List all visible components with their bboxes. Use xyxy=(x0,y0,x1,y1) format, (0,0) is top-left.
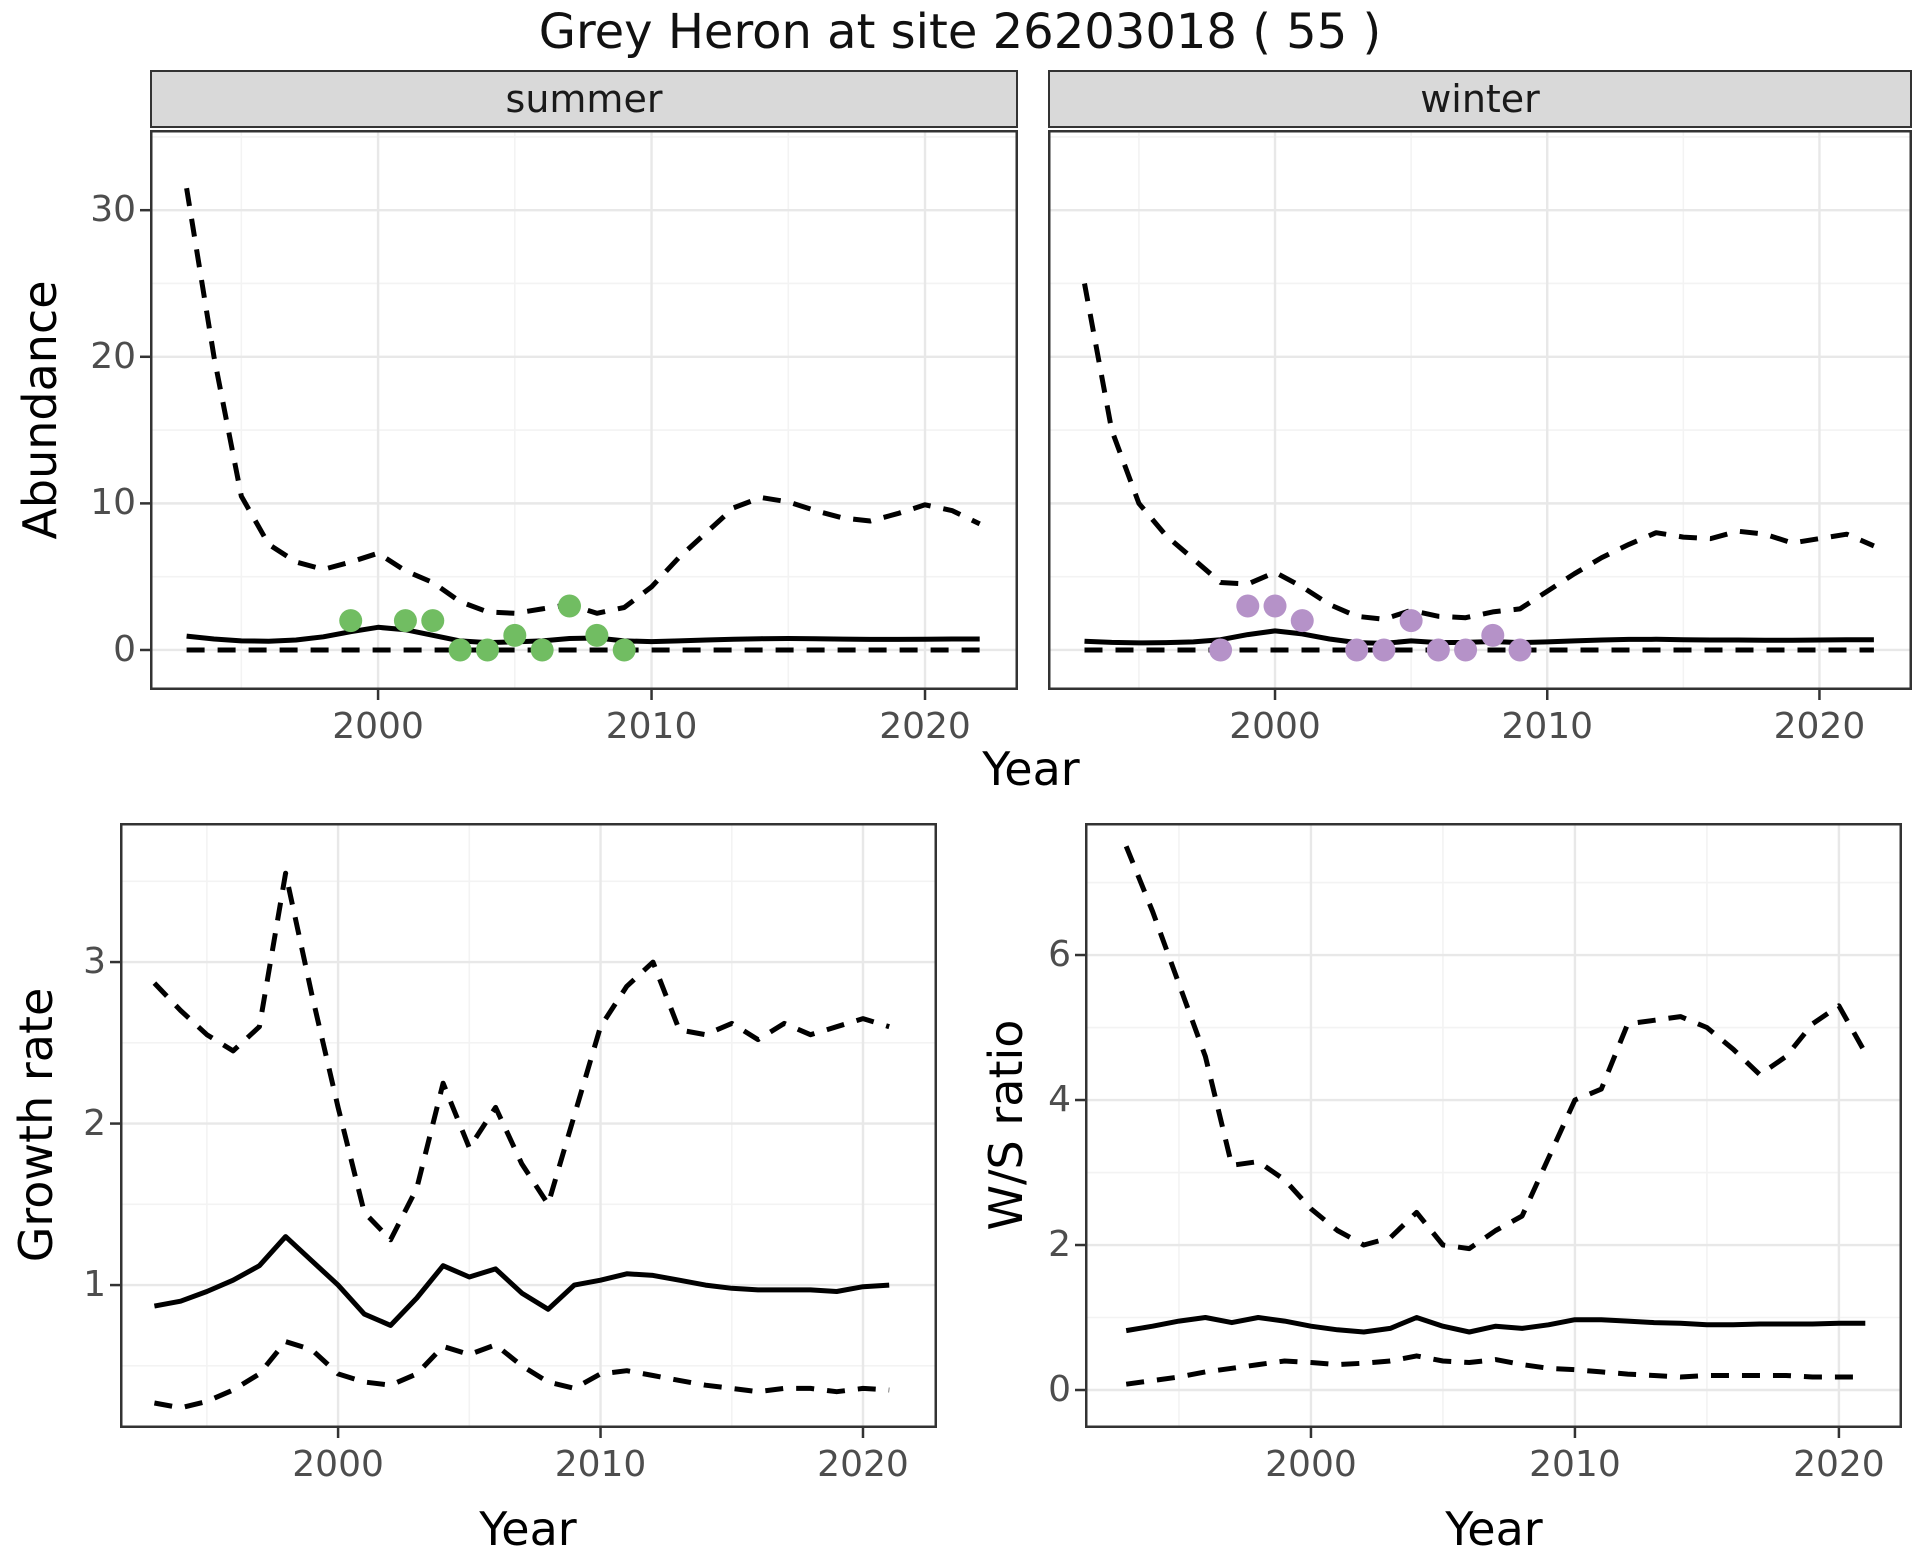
plot-growth-rate xyxy=(110,823,937,1438)
y-tick-label-abundance_summer: 20 xyxy=(90,335,136,377)
y-axis-title-ws-ratio: W/S ratio xyxy=(979,1019,1033,1231)
facet-label-winter: winter xyxy=(1420,77,1540,121)
x-tick-label-abundance_winter: 2020 xyxy=(1773,706,1866,747)
x-tick-label-growth_rate: 2010 xyxy=(554,1444,647,1485)
chart-title: Grey Heron at site 26203018 ( 55 ) xyxy=(538,4,1382,60)
series-lower_95ci-line xyxy=(153,1339,890,1411)
panel-border xyxy=(1048,130,1912,690)
y-tick-label-ws_ratio: 6 xyxy=(1048,934,1071,976)
observation-point xyxy=(1454,638,1478,662)
series-estimate-line xyxy=(1125,1315,1866,1335)
facet-strip-winter: winter xyxy=(1048,70,1912,128)
observation-point xyxy=(1209,638,1233,662)
observation-point xyxy=(1508,638,1532,662)
observation-point xyxy=(421,609,445,633)
y-tick-label-ws_ratio: 0 xyxy=(1048,1369,1071,1410)
x-tick-label-growth_rate: 2020 xyxy=(817,1444,909,1485)
y-tick-label-growth_rate: 2 xyxy=(83,1102,106,1144)
panel-border xyxy=(1085,823,1902,1428)
observation-point xyxy=(1399,609,1423,633)
y-tick-label-abundance_summer: 30 xyxy=(90,189,136,231)
series-upper_95ci-line xyxy=(152,870,890,1243)
y-tick-label-abundance_summer: 0 xyxy=(113,628,136,670)
observation-point xyxy=(1426,638,1450,662)
plot-ws-ratio xyxy=(1075,823,1902,1438)
series-estimate-line xyxy=(186,624,980,646)
observation-point xyxy=(503,623,527,647)
x-tick-label-ws_ratio: 2010 xyxy=(1529,1444,1621,1485)
observation-point xyxy=(448,638,472,662)
observation-point xyxy=(585,623,609,647)
observation-point xyxy=(1263,594,1287,618)
facet-strip-summer: summer xyxy=(150,70,1018,128)
x-tick-label-abundance_summer: 2020 xyxy=(879,706,971,747)
x-tick-label-abundance_winter: 2010 xyxy=(1501,706,1594,747)
observation-point xyxy=(530,638,554,662)
y-tick-label-growth_rate: 1 xyxy=(83,1264,106,1306)
series-upper_95ci-line xyxy=(1123,845,1868,1252)
x-axis-title-top: Year xyxy=(982,742,1080,796)
observation-point xyxy=(1481,623,1505,647)
facet-label-summer: summer xyxy=(505,77,663,121)
y-tick-label-growth_rate: 3 xyxy=(83,941,106,983)
panel-border xyxy=(150,130,1018,690)
x-tick-label-abundance_summer: 2000 xyxy=(332,706,424,747)
x-tick-label-ws_ratio: 2000 xyxy=(1265,1444,1357,1485)
observation-point xyxy=(339,609,363,633)
series-estimate-line xyxy=(153,1234,890,1328)
series-upper_95ci-line xyxy=(184,187,981,616)
observation-point xyxy=(1372,638,1396,662)
x-tick-label-abundance_winter: 2000 xyxy=(1229,706,1321,747)
observation-point xyxy=(558,594,582,618)
series-estimate-line xyxy=(1084,628,1874,646)
y-tick-label-ws_ratio: 2 xyxy=(1048,1224,1071,1265)
y-tick-label-abundance_summer: 10 xyxy=(90,482,136,524)
plot-abundance-summer xyxy=(140,130,1018,700)
x-tick-label-abundance_summer: 2010 xyxy=(605,706,698,747)
series-upper_95ci-line xyxy=(1082,283,1875,622)
x-axis-title-growth: Year xyxy=(479,1502,577,1556)
series-lower_95ci-line xyxy=(1125,1353,1866,1387)
observation-point xyxy=(1345,638,1369,662)
observation-point xyxy=(1236,594,1260,618)
observation-point xyxy=(1290,609,1314,633)
x-tick-label-growth_rate: 2000 xyxy=(292,1444,384,1485)
x-axis-title-ws: Year xyxy=(1445,1502,1543,1556)
x-tick-label-ws_ratio: 2020 xyxy=(1793,1444,1885,1485)
y-tick-label-ws_ratio: 4 xyxy=(1048,1079,1071,1121)
plot-abundance-winter xyxy=(1048,130,1912,700)
panel-border xyxy=(120,823,937,1428)
observation-point xyxy=(612,638,636,662)
observation-point xyxy=(475,638,499,662)
observation-point xyxy=(393,609,417,633)
